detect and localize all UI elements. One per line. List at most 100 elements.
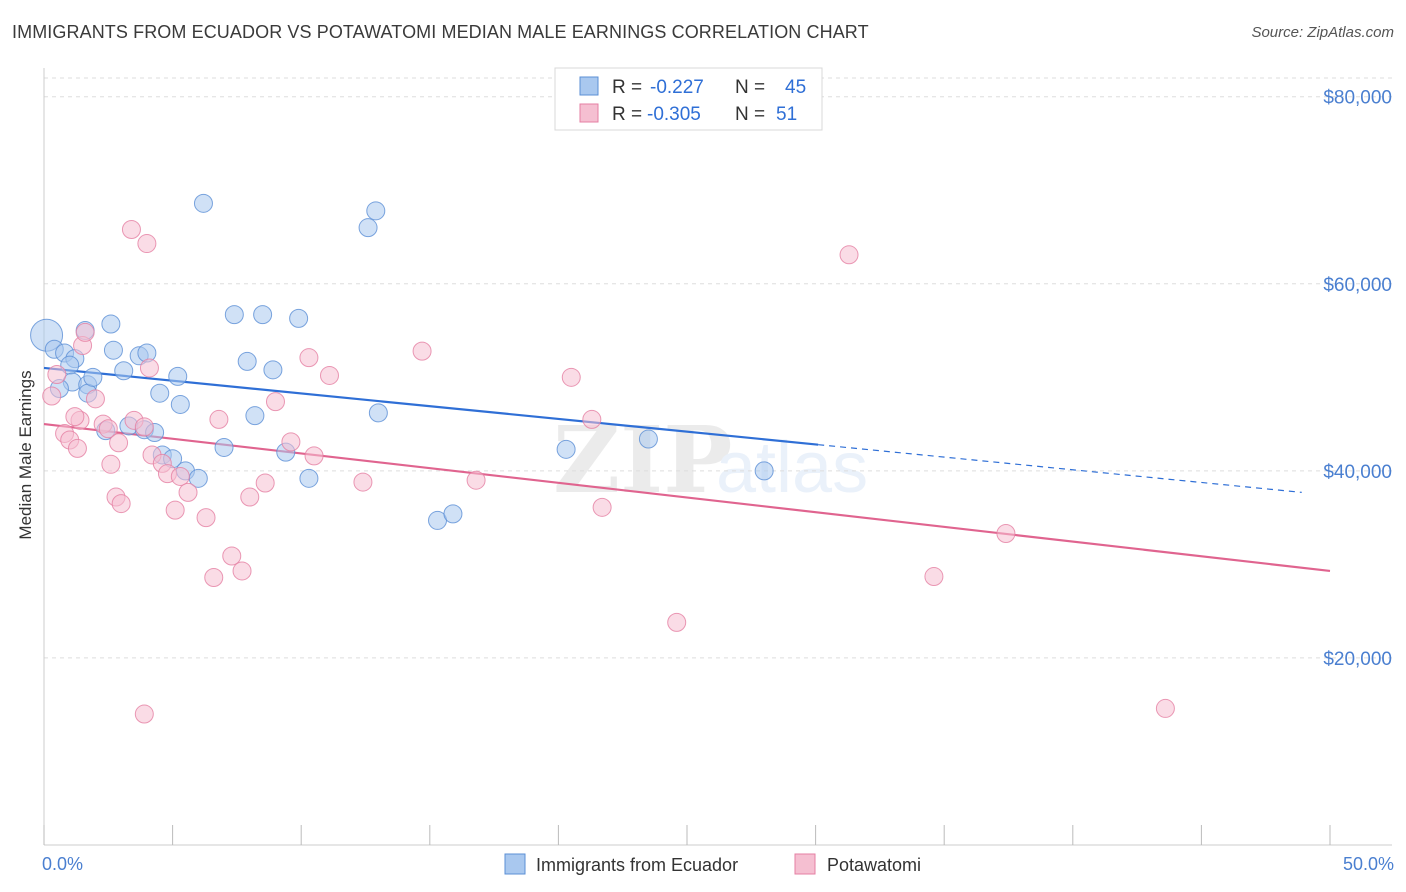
potawatomi-point (42, 386, 62, 406)
ecuador-point (101, 314, 121, 334)
potawatomi-point (281, 432, 301, 452)
legend-row-blue: R = -0.227 N = 45 (579, 76, 806, 98)
potawatomi-point (204, 567, 224, 587)
chart-title: IMMIGRANTS FROM ECUADOR VS POTAWATOMI ME… (12, 22, 869, 42)
ecuador-point (366, 201, 386, 221)
potawatomi-point (165, 500, 185, 520)
potawatomi-point (839, 245, 859, 265)
potawatomi-point (240, 487, 260, 507)
potawatomi-point (222, 546, 242, 566)
x-tick-labels: 0.0% 50.0% (42, 854, 1394, 874)
y-tick-labels: $20,000 $40,000 $60,000 $80,000 (1323, 88, 1392, 670)
bottom-legend-swatch-blue (504, 853, 526, 875)
potawatomi-point (265, 392, 285, 412)
potawatomi-trend-line (43, 422, 1331, 573)
potawatomi-point (139, 358, 159, 378)
potawatomi-point (137, 234, 157, 254)
x-tick-label-min: 0.0% (42, 854, 83, 874)
potawatomi-point (67, 438, 87, 458)
potawatomi-point (98, 419, 118, 439)
legend-swatch-blue (579, 76, 599, 96)
ecuador-point (556, 439, 576, 459)
potawatomi-point (1155, 698, 1175, 718)
ecuador-point (193, 193, 213, 213)
potawatomi-point (111, 494, 131, 514)
y-tick-label: $40,000 (1323, 462, 1392, 483)
potawatomi-point (319, 365, 339, 385)
watermark-atlas: atlas (716, 428, 868, 508)
potawatomi-point (561, 367, 581, 387)
potawatomi-point (101, 454, 121, 474)
ecuador-point (224, 305, 244, 325)
ecuador-point (368, 403, 388, 423)
potawatomi-point (592, 497, 612, 517)
potawatomi-point (232, 561, 252, 581)
bottom-legend-label-ecuador: Immigrants from Ecuador (536, 855, 738, 875)
legend-r-label: R = (612, 77, 642, 98)
potawatomi-point (412, 341, 432, 361)
axes (43, 68, 1392, 846)
ecuador-point (114, 361, 134, 381)
watermark: ZIP atlas (553, 406, 868, 514)
potawatomi-point (47, 365, 67, 385)
potawatomi-point (304, 446, 324, 466)
potawatomi-point (667, 612, 687, 632)
ecuador-point (443, 504, 463, 524)
ecuador-point (170, 394, 190, 414)
legend-n-label: N = (735, 77, 765, 98)
legend: R = -0.227 N = 45 R = -0.305 N = 51 (554, 67, 823, 131)
ecuador-point (299, 468, 319, 488)
legend-r-value: -0.227 (650, 77, 704, 98)
potawatomi-point (65, 407, 85, 427)
ecuador-point (168, 366, 188, 386)
ecuador-trend-extension (818, 444, 1302, 493)
potawatomi-point (924, 567, 944, 587)
legend-n-value: 45 (785, 77, 806, 98)
ecuador-point (237, 351, 257, 371)
potawatomi-point (196, 508, 216, 528)
data-points (30, 193, 1175, 724)
ecuador-point (754, 461, 774, 481)
ecuador-point (289, 308, 309, 328)
legend-n-value: 51 (776, 104, 797, 125)
legend-row-pink: R = -0.305 N = 51 (579, 103, 797, 125)
x-tick-label-max: 50.0% (1343, 854, 1394, 874)
ecuador-point (214, 437, 234, 457)
potawatomi-point (996, 524, 1016, 544)
ecuador-point (253, 305, 273, 325)
ecuador-point (263, 360, 283, 380)
potawatomi-point (134, 417, 154, 437)
watermark-zip: ZIP (553, 406, 732, 514)
bottom-legend: Immigrants from Ecuador Potawatomi (504, 853, 921, 875)
y-tick-label: $80,000 (1323, 88, 1392, 109)
legend-box (554, 67, 823, 131)
legend-r-label: R = (612, 104, 642, 125)
potawatomi-point (299, 348, 319, 368)
legend-r-value: -0.305 (647, 104, 701, 125)
bottom-legend-label-potawatomi: Potawatomi (827, 855, 921, 875)
potawatomi-point (170, 466, 190, 486)
potawatomi-point (255, 473, 275, 493)
ecuador-point (103, 340, 123, 360)
potawatomi-point (121, 220, 141, 240)
y-tick-label: $20,000 (1323, 649, 1392, 670)
y-axis-label: Median Male Earnings (16, 370, 35, 539)
potawatomi-point (134, 704, 154, 724)
potawatomi-point (75, 322, 95, 342)
potawatomi-point (466, 470, 486, 490)
potawatomi-point (178, 482, 198, 502)
ecuador-point (245, 406, 265, 426)
ecuador-point (150, 383, 170, 403)
potawatomi-point (353, 472, 373, 492)
ecuador-point (358, 218, 378, 238)
legend-swatch-pink (579, 103, 599, 123)
legend-n-label: N = (735, 104, 765, 125)
bottom-legend-swatch-pink (794, 853, 816, 875)
potawatomi-point (209, 409, 229, 429)
potawatomi-point (85, 389, 105, 409)
ecuador-point (83, 367, 103, 387)
potawatomi-point (109, 433, 129, 453)
potawatomi-point (582, 409, 602, 429)
ecuador-point (638, 429, 658, 449)
